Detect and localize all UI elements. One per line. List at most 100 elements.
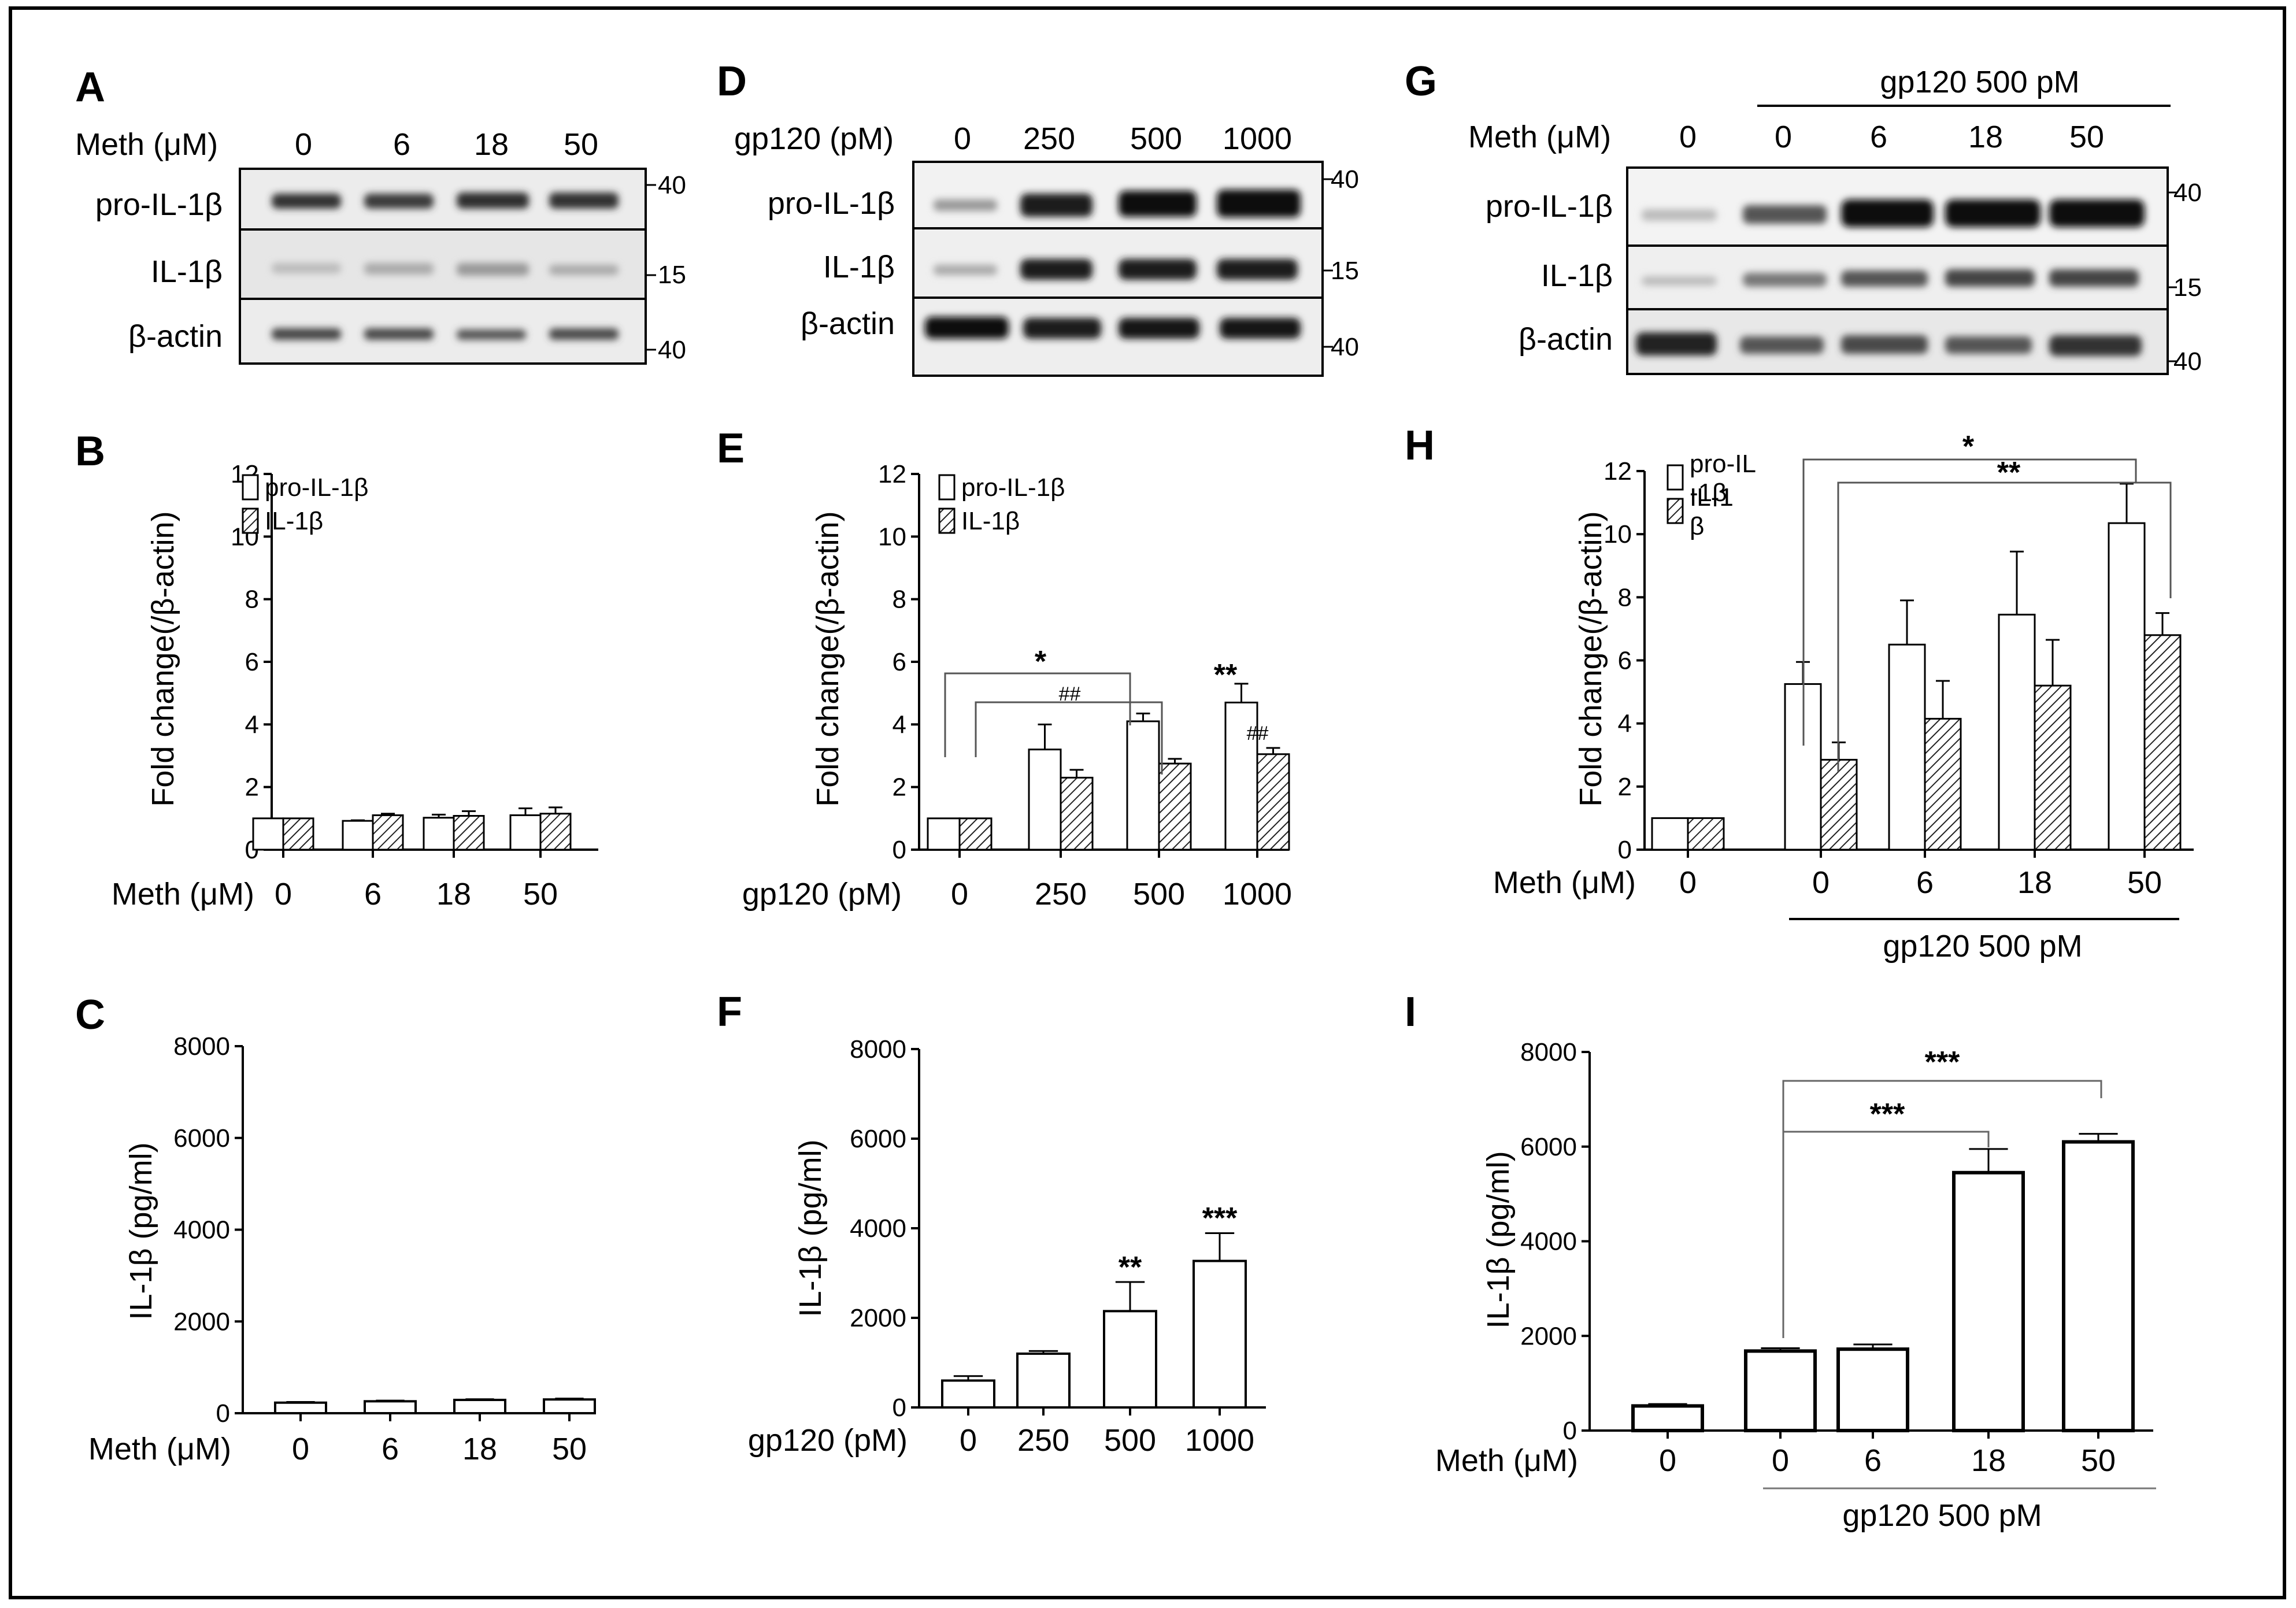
chart-e-sig-label: ## <box>1058 683 1081 705</box>
chart-h-sig-label: * <box>1962 430 1975 464</box>
chart-i-bar <box>1744 1349 1817 1432</box>
blot-g-row-label: Meth (μM) <box>1468 120 1611 154</box>
blot-a-band <box>549 328 619 340</box>
chart-i-bar <box>1631 1404 1704 1433</box>
chart-b-y-tick-label: 2 <box>245 773 259 802</box>
chart-i-category-label: 50 <box>2081 1443 2116 1478</box>
blot-g-band <box>1743 205 1827 224</box>
chart-f-category-label: 500 <box>1104 1423 1156 1458</box>
chart-c-y-tick-label: 4000 <box>173 1216 230 1244</box>
chart-h-y-tick-label: 0 <box>1618 836 1632 864</box>
blot-g-lane-3: 18 <box>1968 120 2003 154</box>
chart-i-y-tick-label: 4000 <box>1520 1228 1577 1256</box>
chart-e-bar <box>1158 762 1192 851</box>
blot-g-marker-1: 40 <box>2173 179 2202 207</box>
chart-i-y-tick-label: 2000 <box>1520 1322 1577 1350</box>
chart-e-x-row-label: gp120 (pM) <box>742 877 902 912</box>
blot-a-lane-2: 18 <box>474 127 509 162</box>
chart-e-legend-swatch <box>938 507 956 534</box>
chart-e-bracket <box>975 701 1163 775</box>
blot-d-band <box>1220 318 1301 339</box>
chart-c-y-tick-label: 2000 <box>173 1307 230 1336</box>
blot-a-band <box>457 263 529 276</box>
panel-letter-c: C <box>75 992 105 1038</box>
blot-a-band <box>549 192 619 209</box>
blot-d-marker-2: 15 <box>1331 257 1359 285</box>
blot-d-lane-3: 1000 <box>1223 121 1292 156</box>
chart-f-y-tick-label: 8000 <box>850 1035 906 1064</box>
chart-e-y-tick-label: 10 <box>878 523 906 551</box>
chart-c-bar <box>543 1398 596 1414</box>
chart-i-sig-label: *** <box>1870 1098 1905 1131</box>
chart-e-sig-label: * <box>1035 645 1047 679</box>
chart-e-y-tick-label: 4 <box>893 710 906 739</box>
chart-b-bar <box>372 814 404 851</box>
chart-e-bar <box>1224 701 1258 851</box>
blot-d-band <box>1217 190 1301 217</box>
blot-g-band <box>1740 336 1824 354</box>
blot-g-lane-2: 6 <box>1870 120 1887 154</box>
chart-e-y-tick-label: 0 <box>893 836 906 864</box>
chart-b-legend-swatch <box>242 474 259 501</box>
chart-b-legend-label: IL-1β <box>265 507 323 535</box>
chart-f-sig-label: ** <box>1119 1251 1142 1284</box>
blot-d-band <box>1119 318 1199 339</box>
blot-g-lane-0: 0 <box>1679 120 1697 154</box>
chart-i-x-row-label: Meth (μM) <box>1435 1443 1578 1478</box>
blot-d-band <box>925 317 1009 339</box>
chart-f-category-label: 250 <box>1017 1423 1069 1458</box>
chart-h-bar <box>2108 522 2146 851</box>
chart-f-bar <box>1016 1353 1071 1409</box>
blot-a-marker-2: 15 <box>658 261 686 289</box>
chart-c: 0 2000 4000 6000 8000 IL-1β (pg/ml) Meth (μM) 0… <box>88 1032 596 1466</box>
chart-f-sig-label: *** <box>1202 1202 1238 1235</box>
chart-h-y-tick-label: 4 <box>1618 710 1632 738</box>
chart-b-bar <box>342 820 374 851</box>
chart-h-category-label: 6 <box>1916 865 1934 900</box>
chart-i-category-label: 6 <box>1864 1443 1882 1478</box>
chart-h-y-tick-label: 12 <box>1604 457 1632 486</box>
chart-e-y-tick-label: 12 <box>878 460 906 488</box>
chart-i-y-tick-label: 0 <box>1563 1417 1577 1445</box>
panel-letter-f: F <box>717 989 742 1035</box>
chart-f-y-label: IL-1β (pg/ml) <box>793 1139 828 1317</box>
chart-f-bar <box>1103 1310 1157 1409</box>
blot-g-band <box>1642 276 1717 286</box>
chart-e-y-label: Fold change(/β-actin) <box>810 511 845 806</box>
chart-c-x-row-label: Meth (μM) <box>88 1432 231 1466</box>
chart-h-bracket <box>1837 481 2172 772</box>
blot-a-band <box>457 192 529 209</box>
chart-i-bar <box>1952 1170 2025 1432</box>
chart-i-bar <box>2062 1140 2135 1432</box>
chart-h-bar <box>1820 758 1858 851</box>
chart-b-legend-swatch <box>242 507 259 534</box>
chart-h-group-label: gp120 500 pM <box>1883 929 2082 964</box>
blot-g-band <box>1945 199 2041 227</box>
chart-b-y-tick-label: 8 <box>245 586 259 614</box>
blot-g-band <box>1642 209 1717 221</box>
chart-b-bar <box>252 817 284 851</box>
chart-e-bar <box>927 817 961 851</box>
chart-h-bar <box>1998 613 2036 851</box>
blot-d-lane-0: 0 <box>954 121 971 156</box>
chart-f-x-row-label: gp120 (pM) <box>748 1423 908 1458</box>
chart-f-y-tick-label: 6000 <box>850 1125 906 1153</box>
blot-g-band <box>1743 273 1827 287</box>
chart-h-category-label: 50 <box>2127 865 2162 900</box>
chart-h-category-label: 0 <box>1812 865 1830 900</box>
blot-a-lane-0: 0 <box>295 127 312 162</box>
blot-a-name-3: β-actin <box>128 319 223 354</box>
panel-letter-d: D <box>717 58 747 105</box>
blot-a-band <box>272 328 341 340</box>
chart-h-y-tick-label: 8 <box>1618 583 1632 612</box>
blot-g-lane-1: 0 <box>1775 120 1792 154</box>
blot-g-band <box>2049 269 2139 287</box>
chart-h-y-tick-label: 10 <box>1604 520 1632 549</box>
chart-h-bracket <box>1802 458 2137 746</box>
chart-h-y-tick-label: 2 <box>1618 773 1632 801</box>
panel-letter-i: I <box>1405 989 1416 1035</box>
blot-g-band <box>1841 199 1934 227</box>
